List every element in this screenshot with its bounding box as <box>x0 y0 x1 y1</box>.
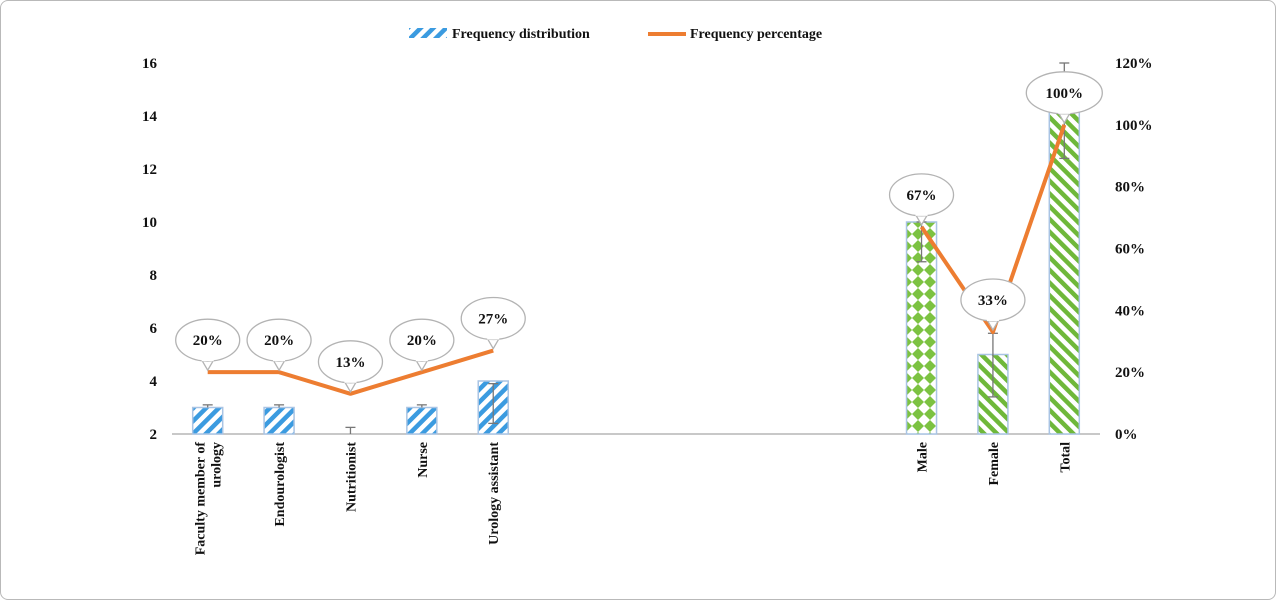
y-right-tick-label: 60% <box>1115 242 1145 258</box>
data-label-bubble: 67% <box>888 173 955 227</box>
y-left-tick-label: 12 <box>142 162 157 178</box>
y-right-tick-label: 0% <box>1115 427 1138 443</box>
bar <box>263 406 295 435</box>
category-labels: Faculty member ofurology Endourologist Nut… <box>194 442 1074 556</box>
legend: Frequency distribution Frequency percent… <box>409 27 822 42</box>
bubble-join <box>1058 108 1071 114</box>
y-left-tick-label: 10 <box>142 215 157 231</box>
bar <box>1048 88 1081 435</box>
category-label: Nurse <box>416 442 431 478</box>
category-label: Endourologist <box>273 442 288 527</box>
data-label: 20% <box>407 333 437 349</box>
data-label: 27% <box>478 312 508 328</box>
category-label: Total <box>1058 442 1073 473</box>
data-label-bubble: 33% <box>960 278 1026 332</box>
category-label: Urology assistant <box>487 442 502 545</box>
y-right-tick-label: 20% <box>1115 365 1145 381</box>
bar <box>191 406 224 435</box>
bubble-join <box>415 356 428 362</box>
y-right-tick-label: 120% <box>1115 56 1153 72</box>
data-label: 20% <box>193 333 223 349</box>
bar <box>905 221 938 435</box>
percentage-line <box>207 124 1067 396</box>
axes: 2 4 6 8 10 12 14 16 0% 20% 40% 60% 80% 100% 120% <box>142 56 1153 443</box>
bubble-join <box>986 315 999 321</box>
y-left-tick-label: 8 <box>150 268 158 284</box>
bubble-join <box>201 356 214 362</box>
data-label-bubble: 100% <box>1025 71 1103 125</box>
percentage-line-segment <box>207 348 494 396</box>
category-label: Male <box>916 442 931 472</box>
data-label-bubbles: 20% 20% 13% 20% 27% 67% 33% 100% <box>175 71 1103 394</box>
data-label: 33% <box>978 293 1008 309</box>
y-left-tick-label: 14 <box>142 109 158 125</box>
y-left-tick-label: 16 <box>142 56 158 72</box>
category-label: Nutritionist <box>344 442 359 512</box>
data-label-bubble: 13% <box>317 340 384 394</box>
bubble-join <box>273 356 286 362</box>
bubble-join <box>344 377 357 383</box>
data-label: 100% <box>1046 86 1084 102</box>
y-right-tick-label: 100% <box>1115 118 1153 134</box>
y-left-tick-label: 4 <box>150 374 158 390</box>
data-label-bubble: 20% <box>175 318 241 372</box>
y-left-tick-label: 2 <box>150 427 158 443</box>
legend-label-bar: Frequency distribution <box>452 27 590 42</box>
legend-label-line: Frequency percentage <box>690 27 822 42</box>
data-label: 67% <box>907 188 937 204</box>
bars <box>191 88 1081 435</box>
data-label: 13% <box>335 355 365 371</box>
data-label-bubble: 20% <box>389 318 455 372</box>
y-right-tick-label: 80% <box>1115 180 1145 196</box>
percentage-line-segment <box>919 124 1067 334</box>
bubble-join <box>915 210 928 216</box>
category-label: Female <box>987 442 1002 486</box>
y-left-tick-label: 6 <box>150 321 158 337</box>
data-label: 20% <box>264 333 294 349</box>
category-label: Faculty member ofurology <box>194 442 225 556</box>
y-right-tick-label: 40% <box>1115 303 1145 319</box>
bubble-join <box>487 334 500 340</box>
bar <box>406 406 438 435</box>
legend-swatch-bar <box>409 28 447 38</box>
data-label-bubble: 20% <box>246 318 312 372</box>
data-label-bubble: 27% <box>460 296 526 350</box>
